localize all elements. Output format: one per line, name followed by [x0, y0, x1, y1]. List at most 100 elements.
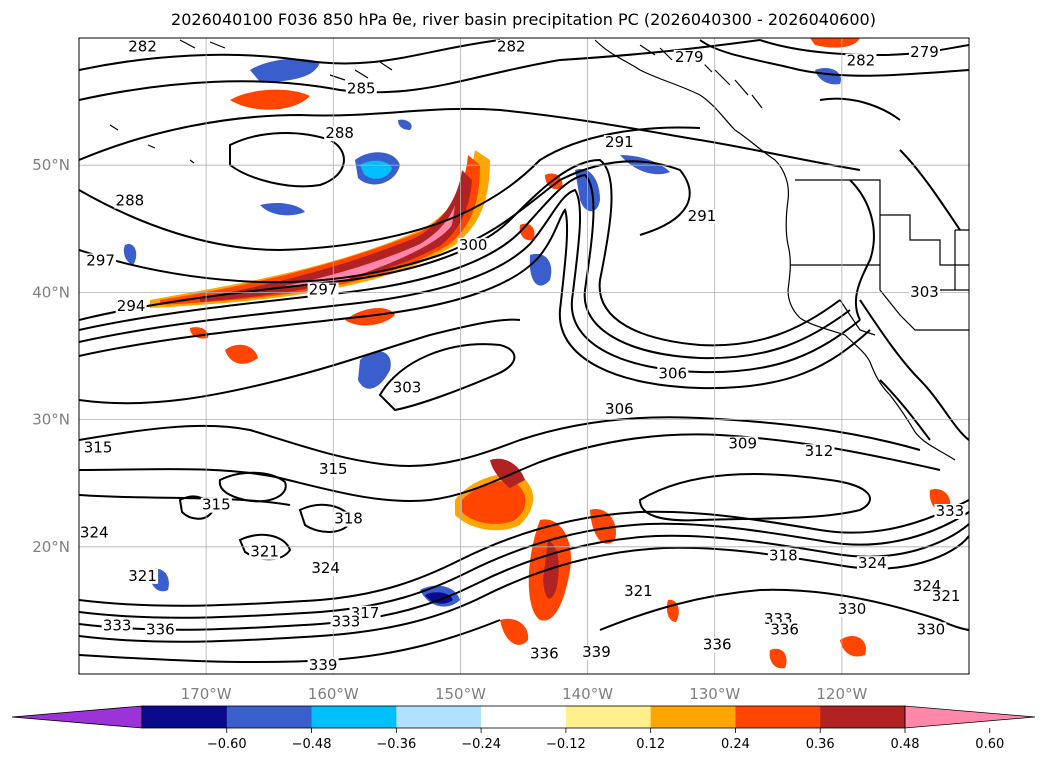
colorbar-tick-label: 0.24	[721, 737, 750, 752]
contour-label-bg	[803, 444, 835, 460]
contour-label-bg	[934, 504, 966, 519]
contour-label: 333	[103, 616, 132, 634]
lat-tick-label: 50°N	[32, 156, 70, 174]
colorbar-tick-label: 0.36	[806, 737, 835, 752]
lon-tick-label: 160°W	[308, 685, 359, 703]
contour-label: 309	[728, 435, 757, 453]
contour-label: 333	[332, 613, 361, 631]
contour-label-bg	[603, 135, 635, 151]
latitude-tick-labels: 20°N 30°N 40°N 50°N	[32, 156, 70, 556]
contour-label-bg	[457, 238, 489, 254]
graticule	[79, 38, 969, 674]
contour-label: 300	[459, 236, 488, 254]
colorbar-segment	[142, 706, 228, 728]
contour-label: 315	[319, 460, 348, 478]
contour-label-bg	[249, 544, 281, 560]
contour-label-bg	[909, 285, 940, 301]
contour-label-bg	[727, 436, 759, 452]
contour-label-bg	[82, 440, 114, 456]
contour-label-bg	[580, 645, 612, 661]
colorbar-segment	[311, 706, 397, 728]
colorbar-segment	[396, 706, 482, 728]
colorbar-tick-label: 0.12	[636, 737, 665, 752]
contour-label: 291	[688, 207, 717, 225]
shading-blue-blobs	[123, 58, 841, 592]
contour-label-bg	[603, 402, 635, 418]
longitude-tick-labels: 170°W 160°W 150°W 140°W 130°W 120°W	[181, 685, 868, 703]
colorbar-segment	[650, 706, 736, 728]
contour-label-bg	[307, 282, 339, 298]
contour-label-bg	[310, 561, 342, 577]
contour-label-bg	[701, 637, 733, 653]
colorbar-frame	[141, 705, 906, 729]
colorbar-tick-label: −0.36	[376, 737, 416, 752]
contour-label: 315	[84, 438, 113, 456]
contour-label: 306	[605, 400, 634, 418]
contour-label: 330	[838, 600, 867, 618]
contour-label: 336	[530, 644, 559, 662]
contour-label: 285	[347, 80, 376, 98]
contour-label: 294	[117, 297, 146, 315]
colorbar-segment	[481, 706, 567, 728]
contour-label: 306	[658, 365, 687, 383]
colorbar-segment	[735, 706, 821, 728]
contour-label-bg	[114, 193, 146, 209]
contour-label-bg	[345, 81, 377, 97]
map-title: 2026040100 F036 850 hPa θe, river basin …	[171, 10, 876, 29]
contour-label-bg	[495, 39, 527, 55]
contour-label: 336	[770, 620, 799, 638]
contour-label: 279	[910, 43, 939, 61]
contour-label: 339	[309, 656, 338, 674]
contour-label: 291	[605, 133, 634, 151]
contour-label-bg	[673, 49, 705, 65]
contour-label: 324	[311, 559, 340, 577]
contour-label: 297	[86, 251, 115, 269]
contour-label: 339	[582, 643, 611, 661]
contour-label-bg	[845, 53, 877, 69]
contour-label-bg	[528, 646, 560, 662]
contour-label-bg	[686, 208, 718, 224]
contour-label: 303	[910, 283, 939, 301]
coastlines	[109, 39, 969, 461]
contour-label-bg	[657, 366, 689, 382]
lon-tick-label: 120°W	[816, 685, 867, 703]
contour-label-bg	[79, 525, 110, 541]
contour-label-bg	[317, 462, 349, 478]
lon-tick-label: 170°W	[181, 685, 232, 703]
contour-label-bg	[909, 44, 940, 60]
contour-label: 288	[325, 124, 354, 142]
contour-label: 318	[334, 510, 363, 528]
contour-label: 333	[936, 502, 965, 520]
colorbar-tick-label: −0.24	[461, 737, 501, 752]
contour-label-bg	[85, 253, 117, 269]
contour-label: 303	[393, 379, 422, 397]
lon-tick-label: 140°W	[562, 685, 613, 703]
colorbar-segment	[226, 706, 313, 728]
contour-label: 288	[116, 192, 145, 210]
contour-label: 297	[309, 281, 338, 299]
contour-label-bg	[856, 556, 888, 572]
contour-label: 321	[624, 582, 653, 600]
contour-label-bg	[127, 568, 159, 584]
contour-label-bg	[622, 584, 654, 600]
contour-label-bg	[836, 601, 868, 617]
contour-label: 321	[250, 543, 279, 561]
contour-label-bg	[115, 299, 147, 315]
contour-label: 282	[497, 38, 526, 56]
contour-label: 324	[858, 554, 887, 572]
contour-label-bg	[915, 622, 947, 638]
colorbar-tick-label: −0.60	[207, 737, 247, 752]
contour-label-bg	[930, 589, 962, 605]
contour-label: 336	[146, 620, 175, 638]
contour-label-bg	[324, 126, 356, 142]
shading-red-blobs	[190, 38, 951, 669]
contour-label: 321	[932, 587, 961, 605]
lat-tick-label: 40°N	[32, 283, 70, 301]
contour-label: 318	[769, 547, 798, 565]
contour-label-bg	[144, 622, 176, 638]
theta-e-contours	[79, 39, 969, 664]
lat-tick-label: 30°N	[32, 411, 70, 429]
contour-label-bg	[101, 618, 133, 634]
contour-label-bg	[330, 614, 362, 630]
